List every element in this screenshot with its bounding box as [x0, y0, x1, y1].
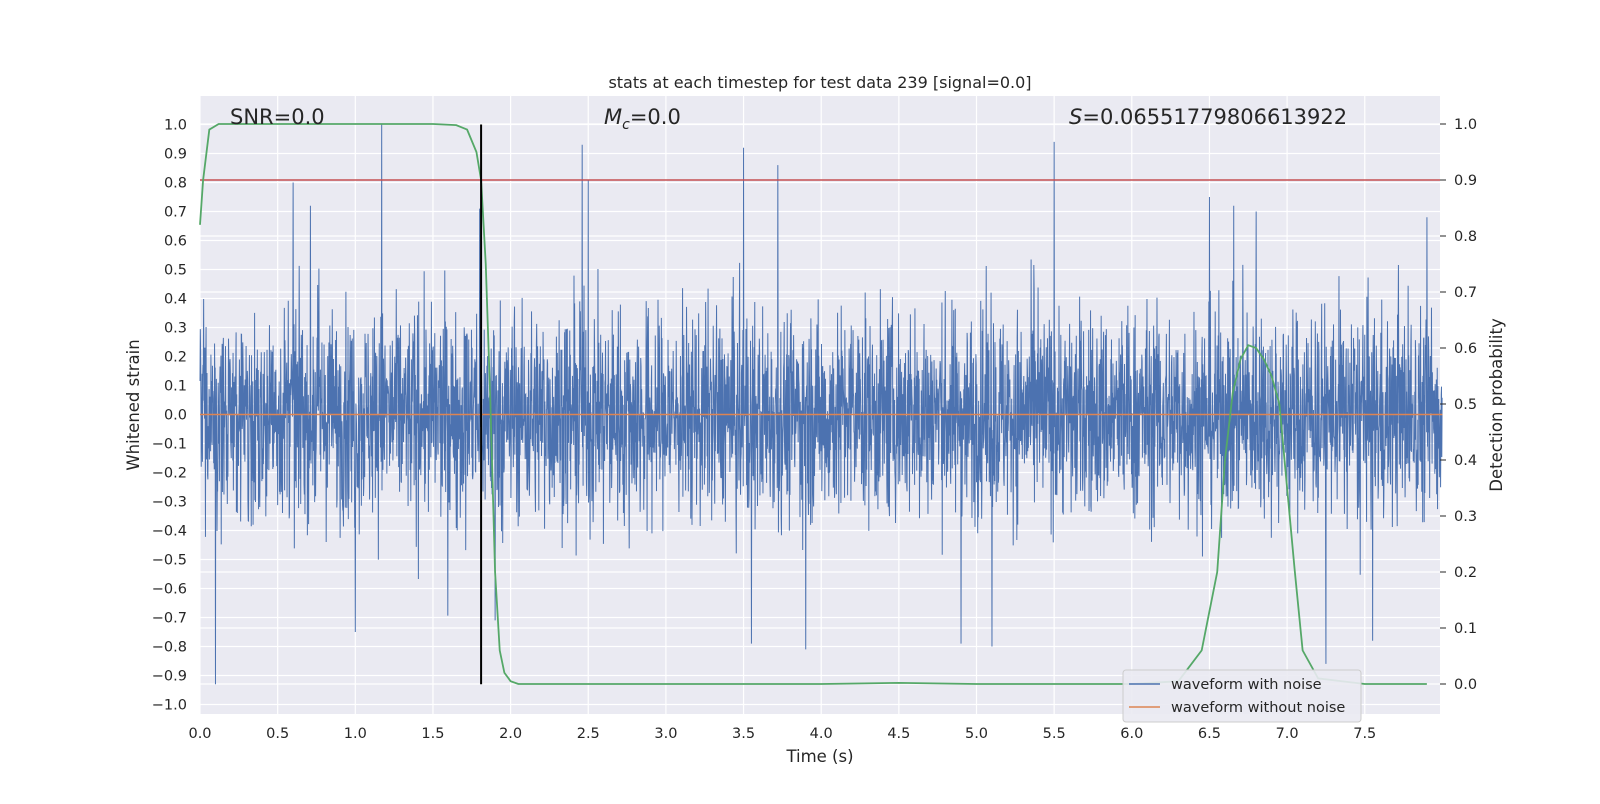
x-axis-label: Time (s) [785, 747, 853, 766]
y-tick-label: 0.5 [164, 263, 187, 279]
score-symbol: S [1069, 105, 1082, 129]
legend: waveform with noise waveform without noi… [1122, 669, 1362, 723]
y2-tick-label: 0.2 [1454, 565, 1477, 581]
x-tick-label: 5.5 [1043, 726, 1066, 742]
chirp-mass-value: =0.0 [630, 105, 681, 129]
chirp-mass-annotation: Mc=0.0 [604, 105, 681, 133]
y2-tick-label: 0.1 [1454, 621, 1477, 637]
x-tick-label: 2.5 [577, 726, 600, 742]
y-tick-label: 0.2 [164, 350, 187, 366]
y2-axis-label: Detection probability [1487, 318, 1506, 492]
x-tick-label: 1.0 [344, 726, 367, 742]
y-tick-label: −0.7 [152, 611, 187, 627]
x-tick-label: 7.5 [1353, 726, 1376, 742]
tick-labels: 0.0 0.5 1.0 1.5 2.0 2.5 3.0 3.5 4.0 4.5 5.0 5.5 6.0 6… [152, 117, 1477, 742]
y-tick-label: 0.9 [164, 147, 187, 163]
y-tick-label: −0.9 [152, 669, 187, 685]
x-tick-label: 1.5 [421, 726, 444, 742]
y2-tick-label: 0.4 [1454, 453, 1477, 469]
series-line-waveform-with-noise [199, 124, 1443, 685]
y2-tick-label: 0.6 [1454, 341, 1477, 357]
y-tick-label: −0.8 [152, 640, 187, 656]
y-tick-label: −0.1 [152, 437, 187, 453]
y-tick-label: −0.3 [152, 495, 187, 511]
x-tick-label: 2.0 [499, 726, 522, 742]
y-axis-label: Whitened strain [124, 339, 143, 470]
y-tick-label: −1.0 [152, 698, 187, 714]
y-tick-label: 0.0 [164, 408, 187, 424]
y-tick-label: −0.2 [152, 466, 187, 482]
y2-tick-label: 0.0 [1454, 677, 1477, 693]
snr-annotation: SNR=0.0 [230, 105, 325, 129]
y-tick-label: −0.5 [152, 553, 187, 569]
y-tick-label: −0.6 [152, 582, 187, 598]
y-tick-label: 1.0 [164, 118, 187, 134]
y-tick-label: −0.4 [152, 524, 187, 540]
chart-title: stats at each timestep for test data 239… [608, 73, 1031, 92]
y-tick-label: 0.3 [164, 321, 187, 337]
series-line-detection-probability [199, 123, 1427, 685]
y-tick-label: 0.7 [164, 205, 187, 221]
x-tick-label: 3.5 [732, 726, 755, 742]
y2-tick-label: 0.9 [1454, 173, 1477, 189]
x-tick-label: 0.5 [266, 726, 289, 742]
y-tick-label: 0.4 [164, 292, 187, 308]
x-tick-label: 5.0 [965, 726, 988, 742]
y-tick-label: 0.8 [164, 176, 187, 192]
legend-label-clean: waveform without noise [1171, 700, 1345, 716]
x-tick-label: 3.0 [654, 726, 677, 742]
y2-tick-label: 0.7 [1454, 285, 1477, 301]
y2-tick-label: 0.5 [1454, 397, 1477, 413]
series-layer [199, 123, 1443, 685]
y2-tick-label: 0.3 [1454, 509, 1477, 525]
chirp-mass-subscript: c [622, 117, 630, 133]
x-tick-label: 4.5 [887, 726, 910, 742]
y2-tick-label: 0.8 [1454, 229, 1477, 245]
score-annotation: S=0.06551779806613922 [1069, 105, 1347, 129]
x-tick-label: 6.5 [1198, 726, 1221, 742]
legend-label-noise: waveform with noise [1171, 677, 1322, 693]
x-tick-label: 7.0 [1276, 726, 1299, 742]
y2-tick-label: 1.0 [1454, 117, 1477, 133]
x-tick-label: 4.0 [810, 726, 833, 742]
x-tick-label: 6.0 [1120, 726, 1143, 742]
x-tick-label: 0.0 [188, 726, 211, 742]
y-tick-label: 0.6 [164, 234, 187, 250]
score-value: =0.06551779806613922 [1082, 105, 1347, 129]
chirp-mass-symbol: M [604, 105, 622, 129]
legend-box [1122, 669, 1362, 723]
y-tick-label: 0.1 [164, 379, 187, 395]
